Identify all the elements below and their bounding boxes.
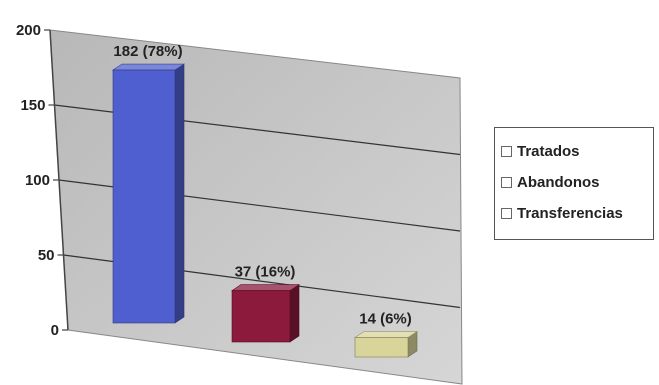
legend-label-transferencias: Transferencias — [517, 205, 623, 222]
bar-side-face — [174, 63, 185, 324]
bar-tratados — [112, 63, 185, 324]
bar-transferencias — [354, 330, 418, 358]
legend-label-tratados: Tratados — [517, 143, 580, 160]
data-label-abandonos: 37 (16%) — [235, 264, 296, 281]
y-tick-label: 100 — [25, 172, 50, 189]
legend-item-abandonos: Abandonos — [501, 167, 653, 198]
y-tick-label: 0 — [51, 322, 59, 339]
bar-top-face — [112, 63, 185, 71]
data-label-tratados: 182 (78%) — [113, 43, 182, 60]
bar-abandonos — [231, 284, 300, 343]
bar-side-face — [289, 284, 300, 343]
legend-swatch-transferencias — [501, 208, 512, 219]
legend-label-abandonos: Abandonos — [517, 174, 600, 191]
legend-item-tratados: Tratados — [501, 136, 653, 167]
bar-front-face — [112, 69, 176, 324]
y-tick-label: 200 — [16, 22, 41, 39]
bar-top-face — [354, 331, 418, 338]
y-tick-label: 150 — [20, 97, 45, 114]
legend-swatch-tratados — [501, 146, 512, 157]
legend-swatch-abandonos — [501, 177, 512, 188]
chart-legend: Tratados Abandonos Transferencias — [494, 127, 654, 240]
y-tick-label: 50 — [38, 247, 55, 264]
data-label-transferencias: 14 (6%) — [359, 311, 412, 328]
legend-item-transferencias: Transferencias — [501, 198, 653, 229]
bar-front-face — [231, 290, 291, 343]
bar-top-face — [231, 284, 300, 291]
bar-front-face — [354, 337, 409, 358]
